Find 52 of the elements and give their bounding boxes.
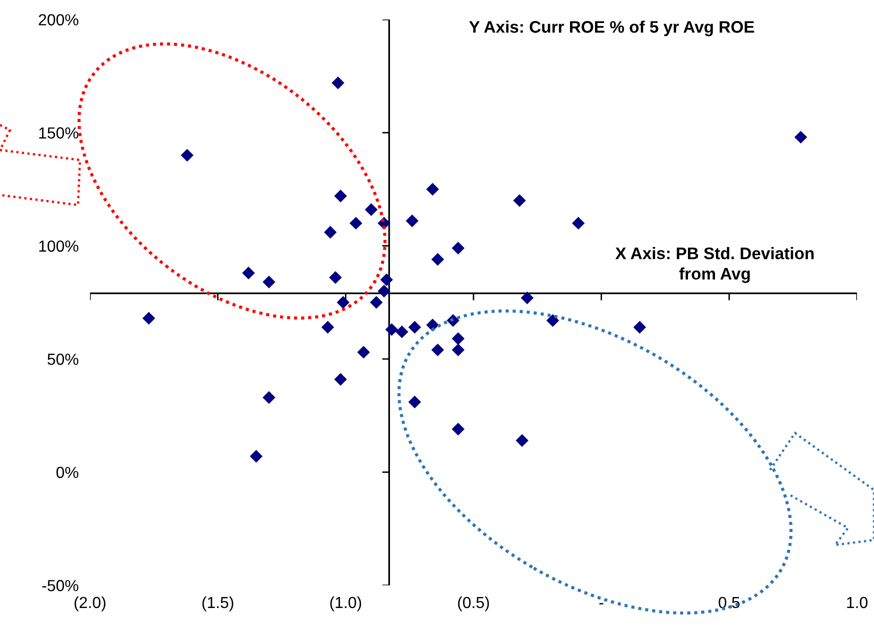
- y-tick-label: 200%: [38, 14, 78, 26]
- point: [426, 182, 439, 196]
- point: [452, 332, 465, 345]
- point: [142, 312, 156, 325]
- x-tick-label: (2.0): [74, 596, 106, 612]
- y-tick-label: 50%: [48, 354, 78, 365]
- point: [396, 325, 408, 338]
- point: [336, 296, 350, 309]
- point: [262, 391, 276, 404]
- point: [250, 450, 263, 463]
- point: [406, 214, 419, 228]
- point: [364, 203, 378, 216]
- point: [242, 266, 255, 280]
- point: [452, 242, 465, 254]
- annotation: X Axis: PB Std. Deviation from Avg: [615, 247, 814, 284]
- point: [520, 292, 534, 304]
- point: [408, 320, 422, 334]
- y-tick-label: 0%: [56, 466, 78, 478]
- x-tick-label: -: [599, 603, 604, 604]
- point: [350, 216, 362, 230]
- x-tick-label: (1.5): [202, 596, 234, 612]
- point: [516, 434, 528, 447]
- point: [334, 372, 347, 386]
- y-tick-label: -50%: [42, 580, 78, 592]
- y-tick-label: 150%: [39, 127, 78, 139]
- point: [332, 76, 344, 90]
- y-tick-label: 100%: [39, 240, 78, 252]
- point: [334, 190, 347, 202]
- x-tick-label: (0.5): [458, 596, 489, 612]
- point: [378, 284, 390, 298]
- point: [431, 344, 444, 356]
- point: [452, 422, 465, 436]
- annotation: Y Axis: Curr ROE % of 5 yr Avg ROE: [469, 20, 754, 36]
- point: [572, 216, 585, 230]
- point: [357, 346, 370, 359]
- x-tick-label: (1.0): [330, 596, 362, 612]
- x-tick-label: 1.0: [847, 596, 868, 608]
- point: [794, 130, 808, 144]
- point: [329, 271, 342, 284]
- point: [324, 226, 337, 239]
- point: [180, 148, 194, 162]
- point: [431, 253, 444, 266]
- point: [513, 194, 526, 207]
- point: [380, 273, 393, 286]
- point: [370, 296, 383, 309]
- point: [262, 276, 276, 288]
- point: [408, 396, 422, 408]
- point: [452, 344, 465, 356]
- point: [633, 320, 646, 334]
- point: [321, 320, 334, 334]
- point: [546, 314, 560, 327]
- point: [385, 323, 398, 336]
